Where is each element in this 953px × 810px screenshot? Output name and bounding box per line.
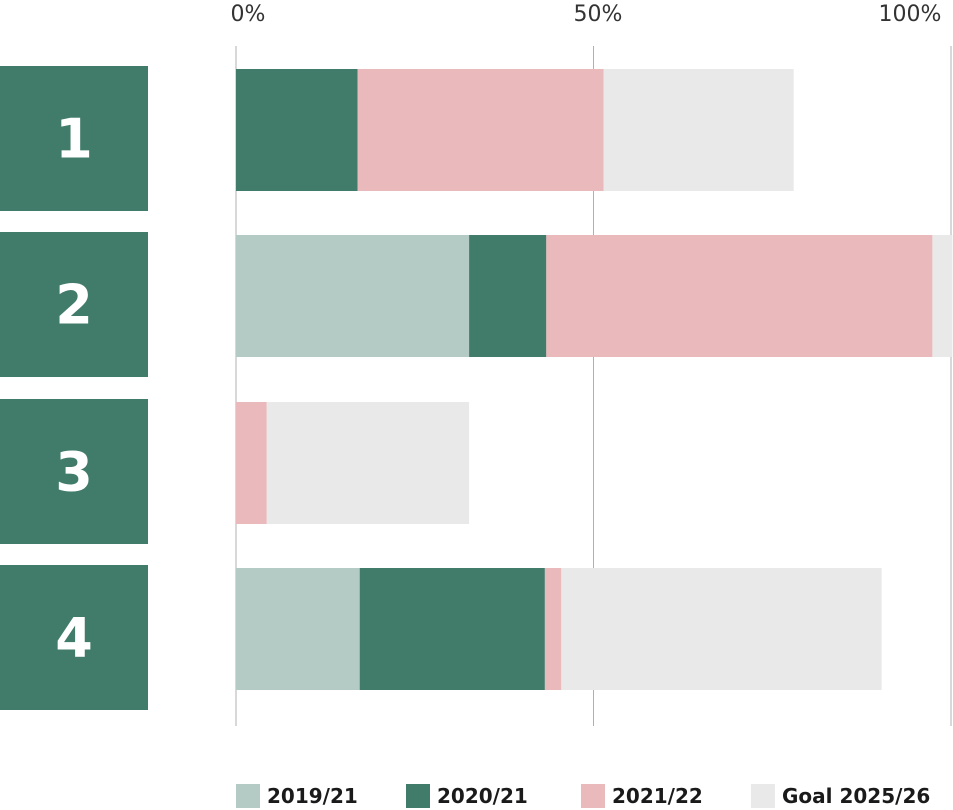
category-label-1: 1 [55,108,93,171]
category-box-2 [0,232,148,377]
legend-swatch-2021-22 [581,784,605,808]
bar-4-2020-21 [359,568,545,690]
bar-2-2019-21 [236,235,470,357]
bar-4-goal-2025-26 [561,568,882,690]
bar-4-2019-21 [236,568,360,690]
x-tick-label-0: 0% [231,2,266,27]
legend-swatch-2019-21 [236,784,260,808]
legend-label-2021-22: 2021/22 [612,784,703,808]
bar-2-2020-21 [469,235,547,357]
bar-3-goal-2025-26 [266,402,470,524]
category-label-2: 2 [55,274,93,337]
bar-3-2021-22 [236,402,267,524]
bar-1-2021-22 [357,69,604,191]
category-box-4 [0,565,148,710]
bar-1-goal-2025-26 [603,69,794,191]
bar-1-2020-21 [236,69,358,191]
x-tick-label-1: 50% [574,2,623,27]
bar-2-2021-22 [546,235,933,357]
category-box-1 [0,66,148,211]
legend-label-goal-2025-26: Goal 2025/26 [782,784,930,808]
category-label-4: 4 [55,607,93,670]
category-label-3: 3 [55,441,93,504]
category-box-3 [0,399,148,544]
legend-swatch-2020-21 [406,784,430,808]
legend-label-2019-21: 2019/21 [267,784,358,808]
bar-4-2021-22 [544,568,562,690]
legend-label-2020-21: 2020/21 [437,784,528,808]
bar-2-goal-2025-26 [932,235,953,357]
legend-swatch-goal-2025-26 [751,784,775,808]
x-tick-label-2: 100% [879,2,942,27]
